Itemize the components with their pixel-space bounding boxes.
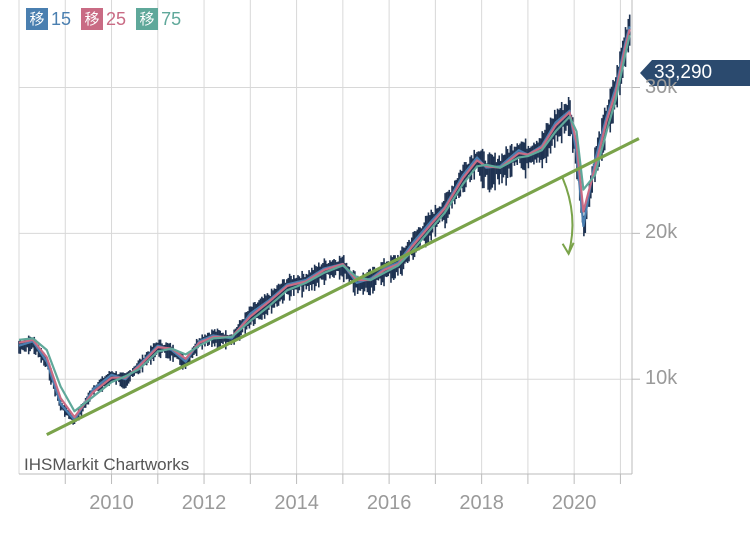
moving-average-icon: 移 <box>81 8 104 30</box>
legend-label: 15 <box>51 8 72 29</box>
price-candles <box>18 14 631 425</box>
y-tick-label: 20k <box>645 221 678 244</box>
x-tick-label: 2014 <box>274 492 319 514</box>
trendline <box>46 137 640 437</box>
legend-item-ma15[interactable]: 移 15 <box>26 8 71 30</box>
legend-label: 25 <box>106 8 127 29</box>
arrow-head-icon <box>561 242 575 256</box>
x-tick-label: 2020 <box>552 492 597 514</box>
source-watermark: IHSMarkit Chartworks <box>24 455 190 474</box>
x-tick-label: 2010 <box>89 492 134 514</box>
last-price-value: 33,290 <box>652 60 750 86</box>
legend-label: 75 <box>161 8 182 29</box>
moving-average-series <box>18 26 631 422</box>
legend-item-ma75[interactable]: 移 75 <box>136 8 181 30</box>
series-line-ma75 <box>18 34 631 413</box>
y-tick-label: 10k <box>645 367 678 390</box>
arrow-shaft <box>561 177 574 255</box>
y-tick-label: 30k <box>645 75 678 98</box>
plot-frame <box>19 0 640 475</box>
x-tick-label: 2018 <box>459 492 504 514</box>
annotations <box>46 137 640 437</box>
series-line-ma15 <box>18 26 631 422</box>
moving-average-icon: 移 <box>26 8 48 30</box>
legend-item-ma25[interactable]: 移 25 <box>81 8 126 30</box>
x-axis-ticks: 2010 2012 2014 2016 2018 2020 <box>64 474 621 514</box>
price-tag-pointer <box>640 60 652 86</box>
gridlines <box>18 0 632 474</box>
moving-average-icon: 移 <box>136 8 159 30</box>
x-tick-label: 2012 <box>182 492 227 514</box>
x-tick-label: 2016 <box>367 492 412 514</box>
last-price-tag: 33,290 <box>640 60 750 86</box>
legend: 移 15 移 25 移 75 <box>26 8 181 30</box>
